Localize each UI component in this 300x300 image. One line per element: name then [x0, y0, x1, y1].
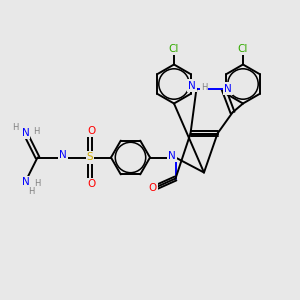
Text: O: O	[87, 126, 96, 136]
Text: S: S	[87, 152, 93, 163]
Text: Cl: Cl	[238, 44, 248, 54]
Text: N: N	[224, 83, 232, 94]
Text: N: N	[59, 149, 67, 160]
Text: O: O	[87, 179, 96, 189]
Text: H: H	[12, 123, 19, 132]
Text: N: N	[22, 177, 29, 187]
Text: H: H	[201, 82, 207, 91]
Text: Cl: Cl	[169, 44, 179, 54]
Text: N: N	[22, 128, 29, 138]
Text: N: N	[168, 151, 176, 161]
Text: H: H	[28, 187, 35, 196]
Text: N: N	[188, 80, 196, 91]
Text: H: H	[33, 127, 40, 136]
Text: O: O	[148, 183, 157, 193]
Text: H: H	[34, 178, 41, 188]
